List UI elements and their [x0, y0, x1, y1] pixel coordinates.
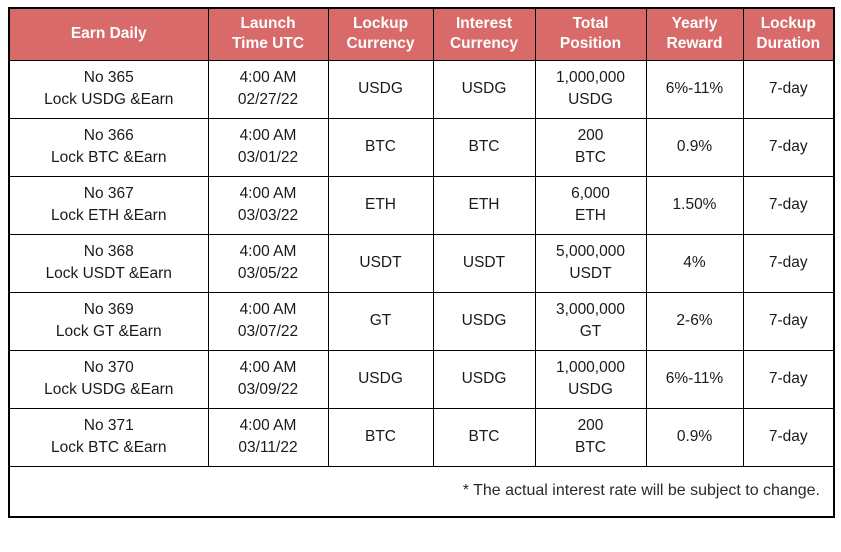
- column-header-yearly-reward: Yearly Reward: [645, 7, 744, 61]
- product-cell: No 369 Lock GT &Earn: [8, 291, 209, 351]
- table-row: No 366 Lock BTC &Earn 4:00 AM 03/01/22 B…: [8, 117, 835, 177]
- table-row: No 369 Lock GT &Earn 4:00 AM 03/07/22 GT…: [8, 291, 835, 351]
- lockup-duration-cell: 7-day: [742, 175, 835, 235]
- lockup-currency-cell: GT: [327, 291, 434, 351]
- product-cell: No 370 Lock USDG &Earn: [8, 349, 209, 409]
- interest-currency-cell: USDG: [432, 349, 536, 409]
- total-position-cell: 3,000,000 GT: [534, 291, 647, 351]
- yearly-reward-cell: 1.50%: [645, 175, 744, 235]
- lockup-currency-cell: BTC: [327, 117, 434, 177]
- launch-time-cell: 4:00 AM 02/27/22: [207, 59, 329, 119]
- lockup-duration-cell: 7-day: [742, 349, 835, 409]
- lockup-duration-cell: 7-day: [742, 117, 835, 177]
- interest-currency-cell: USDG: [432, 291, 536, 351]
- launch-time-cell: 4:00 AM 03/09/22: [207, 349, 329, 409]
- earn-daily-table: Earn Daily Launch Time UTC Lockup Curren…: [8, 7, 835, 518]
- table-row: No 370 Lock USDG &Earn 4:00 AM 03/09/22 …: [8, 349, 835, 409]
- lockup-currency-cell: USDT: [327, 233, 434, 293]
- table-row: No 368 Lock USDT &Earn 4:00 AM 03/05/22 …: [8, 233, 835, 293]
- table-row: No 367 Lock ETH &Earn 4:00 AM 03/03/22 E…: [8, 175, 835, 235]
- yearly-reward-cell: 0.9%: [645, 407, 744, 467]
- interest-currency-cell: USDT: [432, 233, 536, 293]
- yearly-reward-cell: 6%-11%: [645, 59, 744, 119]
- launch-time-cell: 4:00 AM 03/05/22: [207, 233, 329, 293]
- table-header-row: Earn Daily Launch Time UTC Lockup Curren…: [8, 7, 835, 61]
- table-row: No 365 Lock USDG &Earn 4:00 AM 02/27/22 …: [8, 59, 835, 119]
- column-header-interest-currency: Interest Currency: [432, 7, 536, 61]
- lockup-currency-cell: USDG: [327, 349, 434, 409]
- launch-time-cell: 4:00 AM 03/03/22: [207, 175, 329, 235]
- launch-time-cell: 4:00 AM 03/11/22: [207, 407, 329, 467]
- footnote-row: * The actual interest rate will be subje…: [8, 465, 835, 518]
- yearly-reward-cell: 0.9%: [645, 117, 744, 177]
- lockup-currency-cell: USDG: [327, 59, 434, 119]
- lockup-duration-cell: 7-day: [742, 59, 835, 119]
- product-cell: No 366 Lock BTC &Earn: [8, 117, 209, 177]
- launch-time-cell: 4:00 AM 03/07/22: [207, 291, 329, 351]
- yearly-reward-cell: 2-6%: [645, 291, 744, 351]
- lockup-currency-cell: BTC: [327, 407, 434, 467]
- column-header-earn-daily: Earn Daily: [8, 7, 209, 61]
- interest-currency-cell: BTC: [432, 407, 536, 467]
- column-header-total-position: Total Position: [534, 7, 647, 61]
- interest-currency-cell: USDG: [432, 59, 536, 119]
- launch-time-cell: 4:00 AM 03/01/22: [207, 117, 329, 177]
- column-header-launch-time: Launch Time UTC: [207, 7, 329, 61]
- column-header-lockup-duration: Lockup Duration: [742, 7, 835, 61]
- footnote-text: * The actual interest rate will be subje…: [8, 465, 835, 518]
- total-position-cell: 200 BTC: [534, 117, 647, 177]
- lockup-duration-cell: 7-day: [742, 407, 835, 467]
- total-position-cell: 200 BTC: [534, 407, 647, 467]
- lockup-duration-cell: 7-day: [742, 291, 835, 351]
- product-cell: No 365 Lock USDG &Earn: [8, 59, 209, 119]
- total-position-cell: 1,000,000 USDG: [534, 59, 647, 119]
- product-cell: No 371 Lock BTC &Earn: [8, 407, 209, 467]
- product-cell: No 367 Lock ETH &Earn: [8, 175, 209, 235]
- total-position-cell: 5,000,000 USDT: [534, 233, 647, 293]
- yearly-reward-cell: 4%: [645, 233, 744, 293]
- table-row: No 371 Lock BTC &Earn 4:00 AM 03/11/22 B…: [8, 407, 835, 467]
- column-header-lockup-currency: Lockup Currency: [327, 7, 434, 61]
- total-position-cell: 6,000 ETH: [534, 175, 647, 235]
- interest-currency-cell: ETH: [432, 175, 536, 235]
- product-cell: No 368 Lock USDT &Earn: [8, 233, 209, 293]
- total-position-cell: 1,000,000 USDG: [534, 349, 647, 409]
- lockup-currency-cell: ETH: [327, 175, 434, 235]
- interest-currency-cell: BTC: [432, 117, 536, 177]
- lockup-duration-cell: 7-day: [742, 233, 835, 293]
- yearly-reward-cell: 6%-11%: [645, 349, 744, 409]
